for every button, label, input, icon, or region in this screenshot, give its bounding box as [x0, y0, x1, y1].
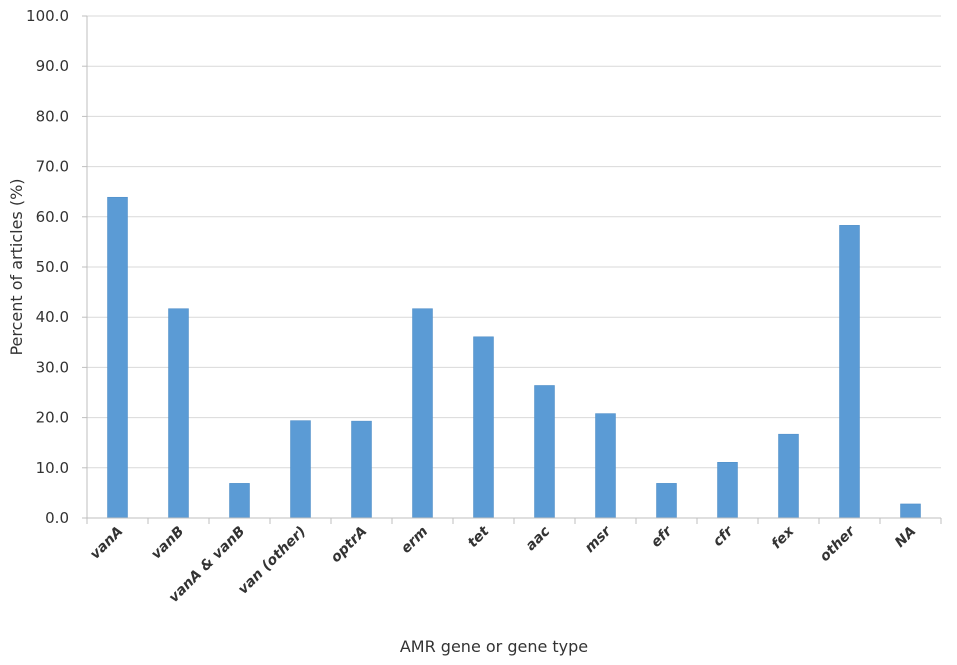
y-tick-label: 70.0	[36, 158, 69, 176]
bar-na	[900, 503, 921, 519]
y-tick-label: 10.0	[36, 459, 69, 477]
axes	[82, 15, 942, 524]
bar-efr	[656, 483, 677, 519]
x-tick-label: tet	[465, 523, 493, 551]
x-tick-label: cfr	[710, 523, 737, 550]
y-tick-label: 80.0	[36, 107, 69, 125]
bar-erm	[412, 308, 433, 519]
bar-van-other-	[290, 420, 311, 519]
y-tick-label: 60.0	[36, 208, 69, 226]
x-axis-title: AMR gene or gene type	[400, 637, 588, 656]
bars	[107, 196, 921, 519]
x-tick-label: vanA	[87, 524, 126, 563]
y-tick-label: 30.0	[36, 358, 69, 376]
y-tick-label: 20.0	[36, 409, 69, 427]
y-tick-label: 40.0	[36, 308, 69, 326]
bar-cfr	[717, 462, 738, 519]
x-tick-label: NA	[892, 524, 919, 551]
x-tick-label: erm	[398, 524, 431, 557]
bar-vanb	[168, 308, 189, 519]
bar-other	[839, 225, 860, 519]
y-axis-title: Percent of articles (%)	[7, 178, 26, 355]
x-tick-label: efr	[648, 523, 676, 551]
bar-msr	[595, 413, 616, 519]
bar-tet	[473, 336, 494, 519]
bar-optra	[351, 420, 372, 519]
gridlines	[87, 15, 941, 469]
x-tick-label: fex	[769, 523, 798, 552]
x-tick-label: vanB	[148, 524, 187, 563]
bar-fex	[778, 433, 799, 519]
y-tick-label: 0.0	[45, 509, 69, 527]
bar-vana	[107, 196, 128, 519]
y-tick-label: 50.0	[36, 258, 69, 276]
y-tick-label: 90.0	[36, 57, 69, 75]
x-tick-label: optrA	[328, 524, 370, 566]
bar-aac	[534, 385, 555, 519]
y-tick-labels: 0.0 10.0 20.0 30.0 40.0 50.0 60.0 70.0 80.0 90.0 1…	[26, 7, 69, 527]
x-tick-label: msr	[582, 523, 615, 556]
bar-vana-vanb	[229, 483, 250, 519]
x-tick-label: aac	[523, 523, 554, 554]
x-tick-label: other	[817, 523, 859, 565]
y-tick-label: 100.0	[26, 7, 69, 25]
